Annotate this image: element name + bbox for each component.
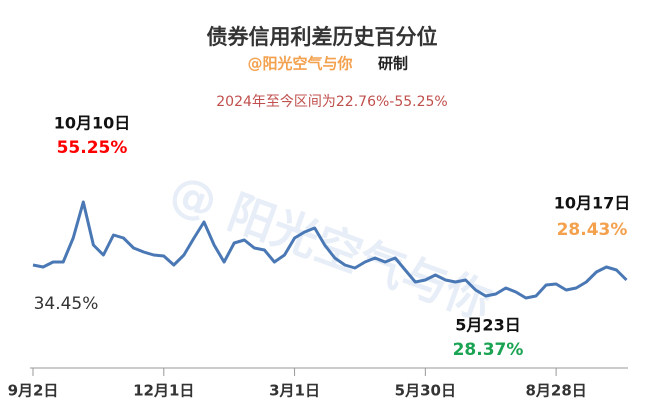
annotation-value: 55.25% xyxy=(57,138,128,158)
annotation-value: 28.43% xyxy=(557,220,628,240)
range-note: 2024年至今区间为22.76%-55.25% xyxy=(216,94,447,110)
subtitle-suffix: 研制 xyxy=(378,55,408,73)
subtitle-handle: @阳光空气与你 xyxy=(247,55,352,73)
x-tick-label: 3月1日 xyxy=(269,382,320,400)
x-tick-label: 9月2日 xyxy=(8,382,59,400)
annotation-value: 28.37% xyxy=(453,340,524,360)
x-tick-label: 8月28日 xyxy=(525,382,586,400)
annotation-date: 10月17日 xyxy=(554,194,631,213)
x-tick-label: 5月30日 xyxy=(395,382,456,400)
annotation-value: 34.45% xyxy=(34,294,99,314)
annotation-date: 5月23日 xyxy=(455,316,520,335)
line-series xyxy=(32,200,628,300)
x-tick-label: 12月1日 xyxy=(133,382,194,400)
chart-title: 债券信用利差历史百分位 xyxy=(207,25,438,49)
annotation-date: 10月10日 xyxy=(54,114,131,133)
